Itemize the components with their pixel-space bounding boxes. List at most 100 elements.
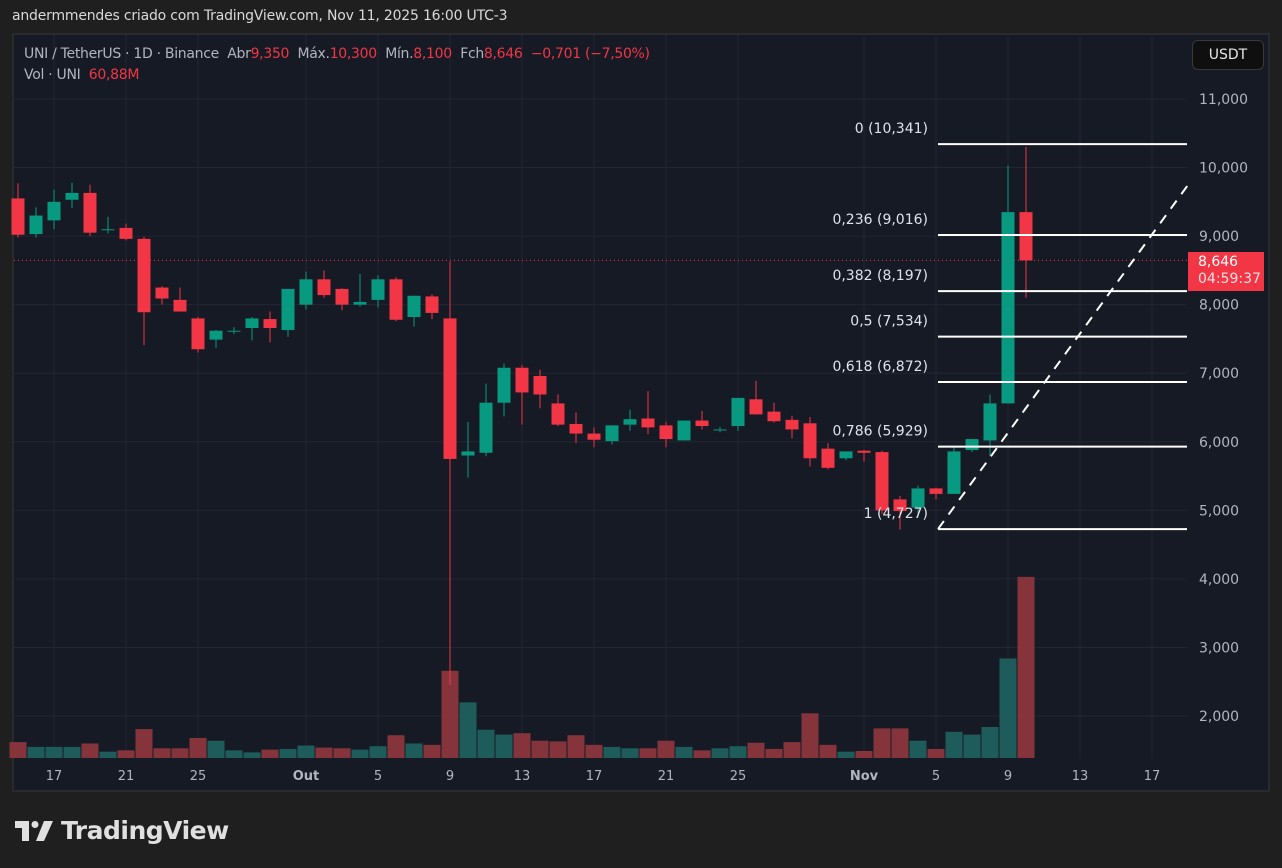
candle-body (191, 318, 205, 350)
candle-body (119, 227, 133, 239)
candle-body (659, 425, 673, 440)
candle (695, 410, 709, 430)
fib-level-label: 0 (10,341) (855, 121, 928, 137)
candle-body (11, 198, 25, 235)
candle (245, 317, 259, 341)
candle (911, 485, 925, 518)
candle (119, 223, 133, 241)
candle (569, 412, 583, 444)
volume-bar (279, 748, 297, 758)
time-axis-label: 9 (1004, 769, 1012, 784)
fib-level-label: 0,236 (9,016) (832, 212, 928, 228)
candle (893, 495, 907, 530)
time-axis-label: 25 (730, 769, 747, 784)
low-label: Mín. (385, 46, 414, 62)
candle (641, 391, 655, 435)
candle-body (875, 452, 889, 511)
volume-bar (711, 748, 729, 758)
candle-body (983, 403, 997, 441)
volume-bar (189, 737, 207, 758)
candle-body (623, 419, 637, 425)
volume-bar (693, 750, 711, 758)
candle-body (407, 295, 421, 318)
last-price-badge: 8,646 04:59:37 (1188, 252, 1264, 291)
volume-bar (405, 743, 423, 758)
volume-bar (819, 744, 837, 758)
volume-bar (801, 713, 819, 758)
volume-bar (1017, 576, 1035, 758)
candle-body (227, 330, 241, 332)
candle (317, 270, 331, 298)
candle (803, 417, 817, 467)
candle (353, 273, 367, 307)
price-axis-label: 7,000 (1199, 366, 1239, 382)
tradingview-logo[interactable]: TradingView (15, 816, 229, 845)
candle (299, 271, 313, 310)
volume-bar (783, 742, 801, 758)
volume-bar (297, 745, 315, 758)
bar-countdown: 04:59:37 (1198, 271, 1261, 287)
currency-button[interactable]: USDT (1192, 40, 1264, 70)
candle-body (245, 318, 259, 328)
candle-body (821, 448, 835, 468)
volume-bar (567, 735, 585, 758)
candle-body (371, 279, 385, 300)
volume-bar (999, 658, 1017, 758)
candle-body (353, 301, 367, 305)
volume-bar (225, 750, 243, 758)
volume-bar (513, 733, 531, 758)
candle-body (911, 488, 925, 508)
volume-bar (387, 735, 405, 758)
volume-bar (477, 729, 495, 758)
candle (407, 295, 421, 327)
time-axis-label: 9 (446, 769, 454, 784)
chart-panel[interactable] (12, 33, 1270, 792)
volume-bar (891, 728, 909, 758)
candle-body (605, 425, 619, 442)
candle-body (65, 192, 79, 200)
tradingview-logo-icon (15, 820, 53, 841)
volume-label[interactable]: Vol · UNI (24, 67, 81, 83)
volume-bar (27, 746, 45, 758)
candle (425, 294, 439, 320)
candle-body (137, 238, 151, 313)
candle-body (839, 451, 853, 459)
fibonacci-retracement: 0 (10,341) 0,236 (9,016) 0,382 (8,197) 0,5 … (832, 121, 1191, 531)
fib-level-label: 0,382 (8,197) (832, 268, 928, 284)
volume-bar (621, 748, 639, 758)
candle (11, 183, 25, 238)
fib-level-label: 0,618 (6,872) (832, 359, 928, 375)
volume-bar (873, 728, 891, 758)
close-label: Fch (460, 46, 484, 62)
volume-bar (945, 731, 963, 758)
candle (713, 426, 727, 433)
candle-body (551, 403, 565, 425)
high-value: 10,300 (329, 46, 377, 62)
candle (821, 443, 835, 470)
price-axis-label: 2,000 (1199, 709, 1239, 725)
volume-bar (855, 751, 873, 758)
candle (533, 369, 547, 409)
volume-bar (351, 749, 369, 758)
volume-bar (927, 748, 945, 758)
candle (497, 363, 511, 417)
candle (875, 450, 889, 514)
volume-bar (747, 742, 765, 758)
candle (155, 286, 169, 305)
candle-body (461, 451, 475, 456)
candle (101, 216, 115, 234)
price-axis-label: 6,000 (1199, 435, 1239, 451)
symbol-label[interactable]: UNI / TetherUS · 1D · Binance (24, 46, 219, 62)
candle (227, 327, 241, 335)
candle (389, 277, 403, 322)
volume-bar (981, 727, 999, 758)
time-axis-label: 5 (374, 769, 382, 784)
change-value: −0,701 (−7,50%) (530, 46, 650, 62)
time-axis-label: 17 (1144, 769, 1161, 784)
candle-body (443, 318, 457, 459)
candle (659, 421, 673, 448)
candle (839, 451, 853, 461)
candle-body (587, 433, 601, 440)
candle-body (695, 420, 709, 427)
